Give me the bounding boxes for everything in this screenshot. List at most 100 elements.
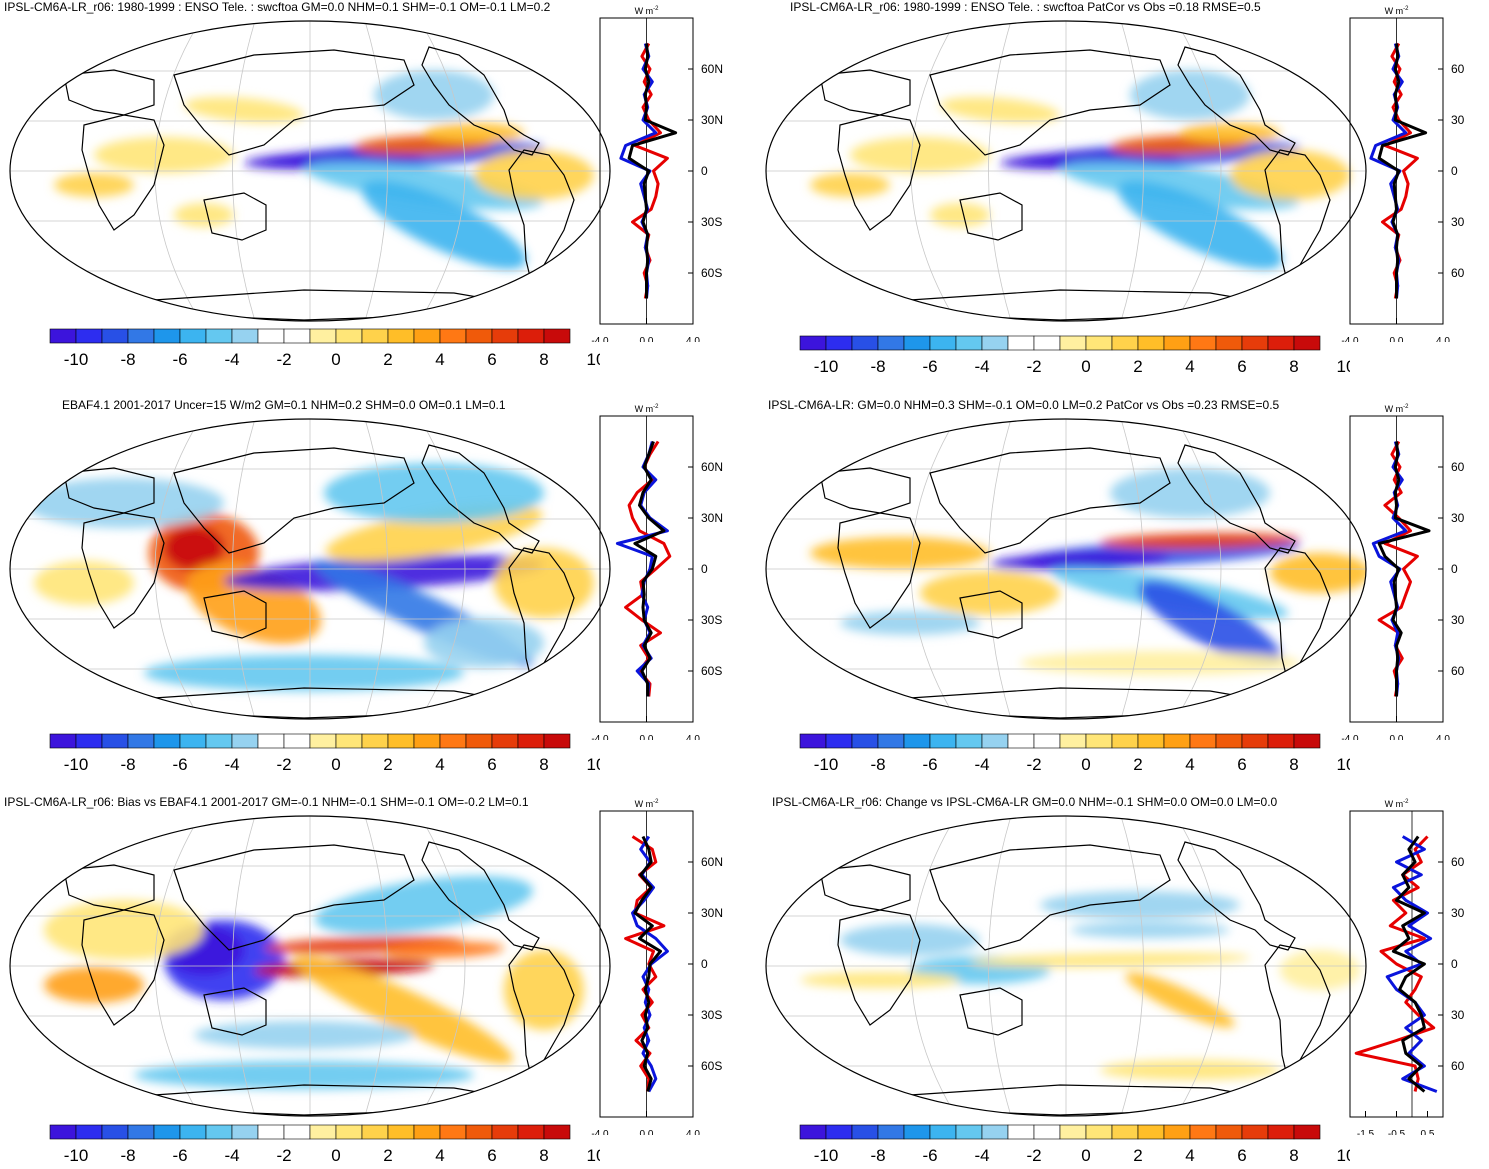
field-region — [384, 941, 504, 959]
field-region — [1110, 468, 1270, 518]
colorbar-box — [1007, 733, 1035, 749]
colorbar-box — [877, 335, 905, 351]
coastline — [63, 864, 155, 911]
lat-tick-label: 60N — [701, 62, 723, 76]
colorbar-box — [491, 1124, 519, 1140]
profile-line-black — [633, 835, 662, 1092]
colorbar-box — [1163, 1124, 1191, 1140]
colorbar-box — [903, 1124, 931, 1140]
profile-line-black — [627, 43, 678, 299]
colorbar-label: 10 — [1337, 357, 1350, 376]
longitude-line — [364, 419, 388, 719]
lat-tick-label: 60 — [1451, 460, 1465, 474]
coastline — [929, 447, 1171, 554]
longitude-line — [1120, 816, 1144, 1116]
colorbar-box — [153, 328, 181, 344]
colorbar-label: -8 — [120, 350, 135, 369]
coastline — [819, 467, 911, 514]
colorbar: -10 -8 -6 -4 -2 0 2 4 6 8 10 — [49, 1124, 600, 1165]
x-tick-label: 4.0 — [1436, 336, 1450, 342]
field-region — [1100, 532, 1300, 550]
coastline — [203, 590, 267, 639]
lat-tick-label: 30 — [1451, 511, 1465, 525]
colorbar-box — [309, 733, 337, 749]
colorbar-label: -6 — [172, 350, 187, 369]
colorbar-box — [543, 733, 571, 749]
lat-tick-label: 60S — [701, 664, 722, 678]
colorbar-label: -8 — [120, 755, 135, 774]
colorbar-box — [929, 335, 957, 351]
lat-tick-label: 30N — [701, 511, 723, 525]
colorbar-label: 2 — [1133, 1146, 1142, 1165]
coastline — [1177, 444, 1296, 554]
colorbar-label: 2 — [383, 755, 392, 774]
colorbar-box — [283, 1124, 311, 1140]
lat-tick-label: 60S — [701, 1059, 722, 1073]
colorbar-label: 6 — [487, 1146, 496, 1165]
field-region — [940, 96, 1060, 124]
colorbar-box — [981, 335, 1009, 351]
lat-tick-label: 30N — [701, 113, 723, 127]
panel-title: IPSL-CM6A-LR: GM=0.0 NHM=0.3 SHM=-0.1 OM… — [768, 398, 1280, 412]
colorbar-box — [75, 733, 103, 749]
colorbar-box — [517, 733, 545, 749]
colorbar-label: -10 — [814, 357, 839, 376]
map-border — [765, 418, 1367, 720]
colorbar-label: -4 — [224, 755, 239, 774]
field-region — [315, 875, 533, 935]
colorbar: -10 -8 -6 -4 -2 0 2 4 6 8 10 — [799, 733, 1350, 774]
map-border — [9, 20, 611, 322]
longitude-line — [1175, 419, 1222, 719]
colorbar-box — [153, 1124, 181, 1140]
x-tick-label: 0.0 — [640, 1129, 654, 1135]
colorbar-box — [465, 733, 493, 749]
colorbar-box — [929, 1124, 957, 1140]
colorbar-box — [1241, 1124, 1269, 1140]
field-region — [1117, 180, 1283, 270]
colorbar-box — [205, 1124, 233, 1140]
field-region — [1230, 150, 1350, 200]
colorbar-label: 6 — [1237, 1146, 1246, 1165]
colorbar-box — [1189, 733, 1217, 749]
colorbar-label: 0 — [1081, 755, 1090, 774]
map-border — [9, 815, 611, 1117]
longitude-line — [1175, 816, 1222, 1116]
colorbar-box — [1293, 335, 1321, 351]
lat-tick-label: 60 — [1451, 855, 1465, 869]
coastline — [173, 447, 415, 554]
coastline — [819, 69, 911, 116]
coastline — [837, 909, 921, 1026]
longitude-line — [988, 419, 1012, 719]
x-tick-label: 4.0 — [1436, 734, 1450, 740]
colorbar-label: 4 — [1185, 1146, 1194, 1165]
colorbar-box — [49, 328, 77, 344]
colorbar-box — [413, 1124, 441, 1140]
map-border — [765, 20, 1367, 322]
colorbar-box — [1033, 733, 1061, 749]
colorbar-label: 8 — [539, 1146, 548, 1165]
colorbar-box — [1033, 335, 1061, 351]
longitude-line — [1175, 21, 1222, 321]
field-region — [1130, 70, 1250, 120]
colorbar-box — [877, 733, 905, 749]
colorbar-box — [387, 1124, 415, 1140]
colorbar-box — [799, 1124, 827, 1140]
colorbar-box — [1163, 335, 1191, 351]
colorbar-box — [283, 328, 311, 344]
colorbar-label: -8 — [870, 1146, 885, 1165]
zonal-mean-profile: W m-2 60 30 0 30 60 -4.0 0.0 4.0 — [1341, 404, 1465, 740]
lat-tick-label: 60 — [1451, 1059, 1465, 1073]
colorbar-box — [231, 733, 259, 749]
colorbar-label: -2 — [1026, 357, 1041, 376]
colorbar-box — [127, 328, 155, 344]
map-plot — [765, 418, 1367, 720]
colorbar-box — [257, 1124, 285, 1140]
colorbar-box — [1137, 733, 1165, 749]
field-shading — [810, 70, 1350, 270]
colorbar-box — [903, 733, 931, 749]
colorbar-label: -6 — [922, 357, 937, 376]
profile-line-red — [624, 440, 672, 697]
colorbar-box — [1111, 335, 1139, 351]
colorbar-box — [1033, 1124, 1061, 1140]
colorbar-label: 10 — [1337, 755, 1350, 774]
